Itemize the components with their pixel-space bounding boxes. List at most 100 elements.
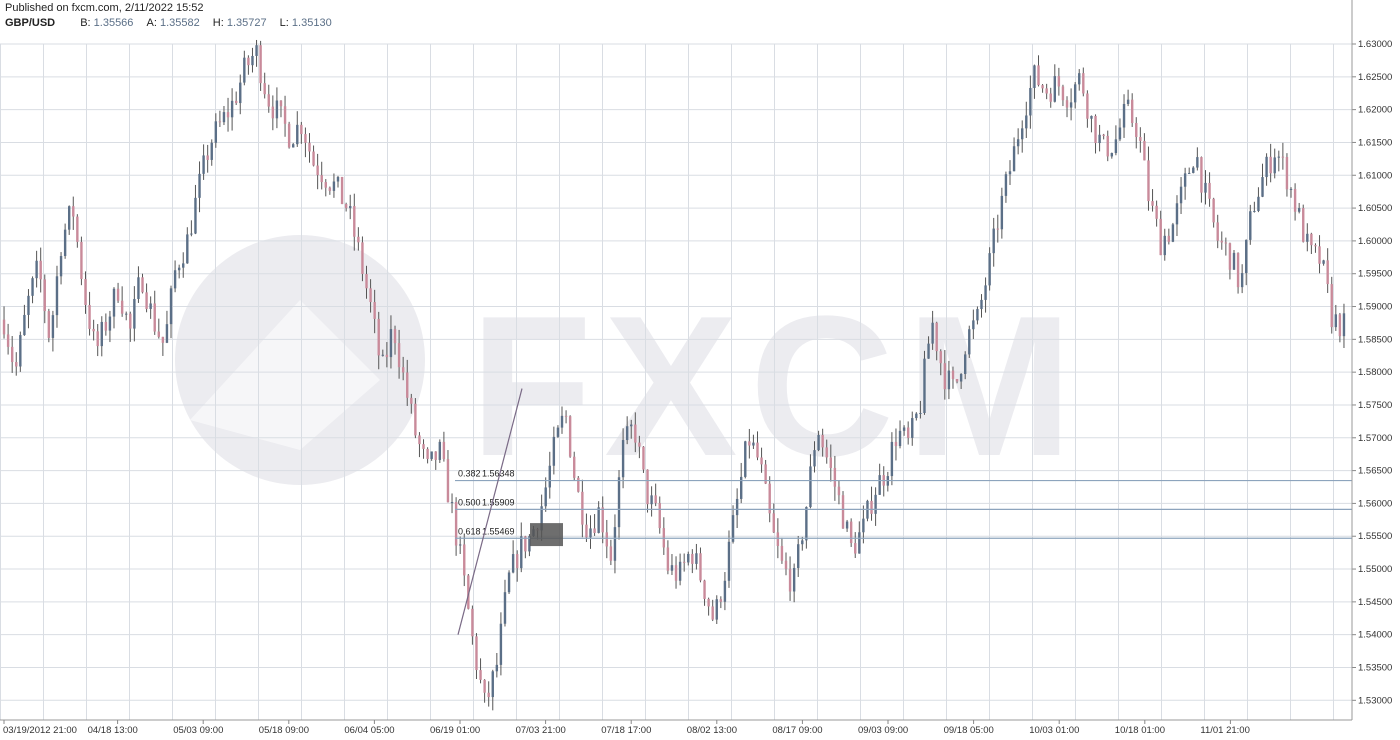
y-tick-label: 1.53500 — [1358, 662, 1392, 673]
candle-body — [1297, 208, 1301, 212]
candle-body — [870, 500, 873, 514]
candle-body — [1212, 198, 1215, 223]
candle-body — [711, 606, 714, 620]
candle-body — [10, 346, 14, 363]
candle-body — [516, 554, 519, 569]
candle-body — [1306, 233, 1309, 242]
candle-body — [670, 565, 674, 571]
candle-body — [520, 536, 523, 569]
candle-body — [458, 544, 462, 546]
candle-body — [397, 343, 401, 368]
candle-body — [630, 424, 633, 427]
x-tick-label: 04/18 13:00 — [88, 725, 138, 736]
candle-body — [76, 216, 79, 242]
candle-body — [756, 442, 759, 458]
y-tick-label: 1.59000 — [1358, 302, 1392, 313]
candle-body — [1159, 218, 1162, 256]
candle-body — [1273, 157, 1276, 174]
candle-body — [581, 491, 584, 525]
candle-body — [593, 528, 596, 533]
candle-body — [964, 354, 967, 374]
candle-body — [1326, 260, 1329, 285]
candle-body — [678, 561, 682, 581]
candle-body — [715, 599, 718, 620]
trendline — [457, 388, 523, 635]
candle-body — [878, 475, 881, 495]
x-tick-label: 07/18 17:00 — [601, 725, 651, 736]
bid-value: 1.35566 — [93, 17, 134, 29]
candle-body — [1057, 76, 1061, 87]
candle-body — [340, 176, 344, 205]
candle-body — [1130, 99, 1134, 124]
candle-body — [1021, 128, 1024, 140]
candle-body — [1033, 65, 1036, 88]
candle-body — [923, 358, 926, 413]
candle-body — [894, 441, 898, 447]
candle-body — [1314, 245, 1317, 247]
candle-body — [1110, 153, 1114, 157]
candle-body — [283, 106, 287, 124]
candle-body — [287, 123, 291, 148]
quote-bar: GBP/USD B: 1.35566 A: 1.35582 H: 1.35727… — [5, 17, 332, 29]
candle-body — [410, 397, 413, 404]
candle-body — [931, 322, 934, 344]
candle-body — [568, 416, 572, 457]
candle-body — [499, 623, 503, 665]
candle-body — [1342, 313, 1346, 337]
candle-body — [198, 173, 201, 198]
candle-body — [312, 151, 315, 166]
candle-body — [145, 292, 148, 309]
candle-body — [414, 403, 417, 436]
candle-body — [809, 466, 812, 508]
candle-body — [1073, 84, 1077, 103]
candle-body — [658, 503, 661, 529]
candle-body — [475, 636, 478, 671]
candle-body — [1106, 135, 1109, 157]
candle-body — [1188, 172, 1191, 174]
candle-body — [911, 418, 914, 438]
candle-body — [862, 518, 865, 533]
candle-body — [1302, 208, 1305, 242]
candle-body — [992, 228, 995, 254]
candle-body — [874, 494, 877, 514]
candle-body — [471, 608, 474, 637]
candle-body — [723, 580, 727, 602]
candle-body — [703, 580, 706, 599]
candle-body — [801, 540, 804, 545]
candle-body — [573, 456, 576, 478]
candle-body — [540, 506, 543, 531]
candle-body — [650, 495, 653, 505]
candle-body — [1240, 273, 1244, 288]
candle-body — [1049, 93, 1052, 102]
candle-body — [1245, 239, 1248, 274]
y-tick-label: 1.62000 — [1358, 105, 1392, 116]
candle-body — [133, 298, 136, 329]
candle-body — [1330, 284, 1333, 328]
candle-body — [165, 324, 169, 343]
candle-body — [296, 124, 299, 145]
candle-body — [108, 316, 112, 331]
candle-body — [1179, 186, 1183, 204]
candle-body — [336, 176, 340, 182]
candle-body — [1257, 196, 1260, 211]
candle-body — [369, 288, 372, 303]
candle-body — [552, 436, 556, 466]
candle-body — [1167, 235, 1171, 242]
candle-body — [357, 236, 360, 243]
candle-body — [1208, 182, 1211, 199]
candle-body — [1253, 210, 1256, 212]
candle-body — [442, 441, 446, 460]
candle-body — [507, 572, 511, 593]
candle-body — [1175, 203, 1179, 225]
y-tick-label: 1.60000 — [1358, 236, 1392, 247]
candle-body — [47, 311, 51, 338]
candle-body — [35, 260, 38, 279]
candle-body — [1147, 160, 1150, 202]
candle-body — [980, 299, 983, 310]
candle-body — [825, 447, 828, 458]
candle-body — [996, 228, 999, 230]
candle-body — [1200, 157, 1203, 193]
x-tick-label: 09/18 05:00 — [944, 725, 994, 736]
candle-body — [707, 598, 710, 607]
